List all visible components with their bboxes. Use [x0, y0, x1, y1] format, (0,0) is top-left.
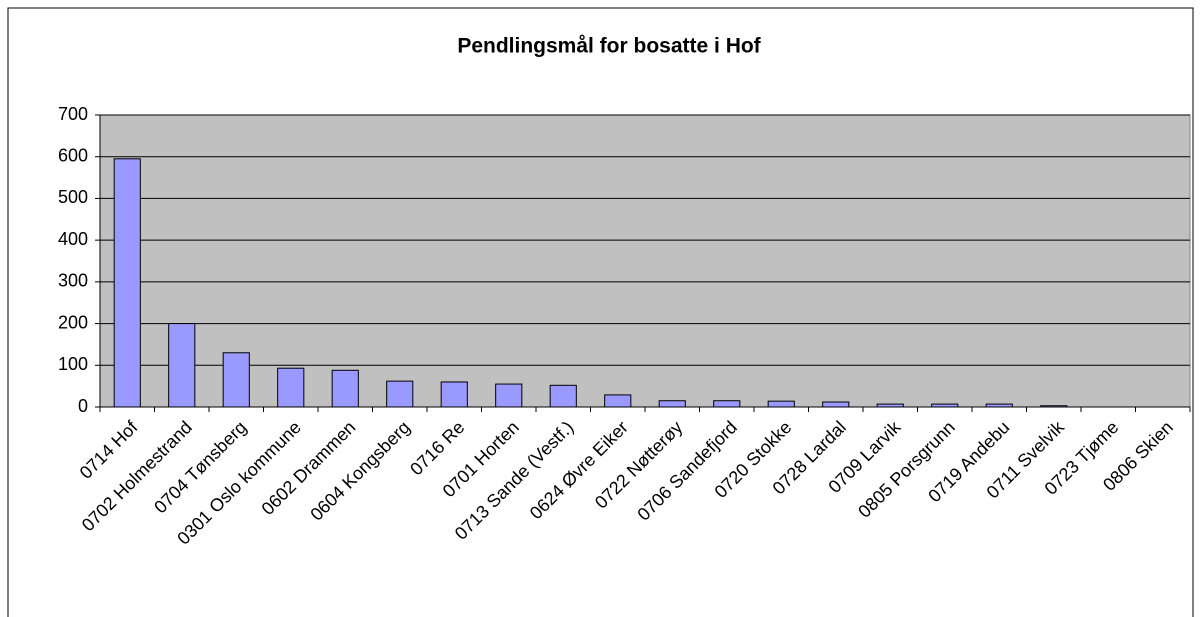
bar [386, 380, 414, 408]
bar [985, 403, 1013, 408]
x-tick-label: 0704 Tønsberg [150, 417, 250, 517]
y-tick-label: 200 [58, 312, 88, 332]
y-tick-label: 100 [58, 354, 88, 374]
bar [168, 323, 196, 408]
bar [222, 352, 250, 408]
y-tick-label: 400 [58, 229, 88, 249]
bar [658, 400, 686, 408]
y-tick-label: 500 [58, 187, 88, 207]
bar [277, 367, 305, 408]
bar [604, 394, 632, 408]
chart-frame [7, 7, 1194, 617]
bar [440, 381, 468, 408]
x-tick-label: 0624 Øvre Eiker [526, 417, 632, 523]
bar [113, 158, 141, 408]
y-tick-label: 600 [58, 145, 88, 165]
x-tick-label: 0706 Sandefjord [633, 417, 741, 525]
x-tick-label: 0805 Porsgrunn [854, 417, 959, 522]
y-tick-label: 300 [58, 271, 88, 291]
bar [713, 400, 741, 408]
bar [549, 384, 577, 408]
chart-title: Pendlingsmål for bosatte i Hof [457, 35, 761, 58]
bar [1040, 405, 1068, 408]
bar [876, 403, 904, 408]
x-tick-label: 0604 Kongsberg [306, 417, 414, 525]
bar [767, 400, 795, 408]
bar [331, 369, 359, 408]
bar [931, 403, 959, 408]
plot-area [99, 114, 1191, 408]
y-tick-label: 0 [78, 396, 88, 416]
y-tick-label: 700 [58, 104, 88, 124]
x-tick-label: 0602 Drammen [258, 417, 360, 519]
bar [495, 383, 523, 408]
bar [822, 401, 850, 408]
